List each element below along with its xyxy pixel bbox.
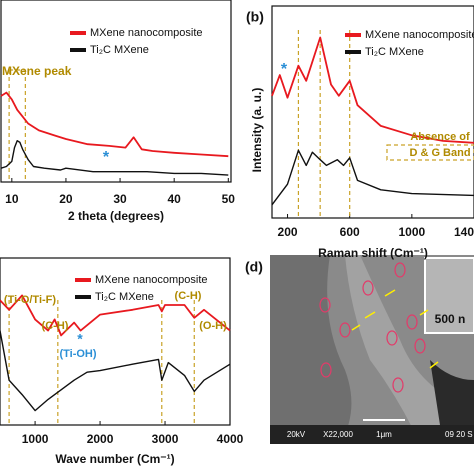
annotation: * [77, 331, 83, 347]
series-line [271, 149, 474, 206]
sem-voltage: 20kV [287, 430, 306, 439]
plot-frame [271, 5, 474, 219]
annotation: D & G Band [409, 147, 470, 159]
x-tick-label: 1000 [398, 225, 425, 239]
sem-code: 09 20 S [445, 430, 473, 439]
plot-frame [0, 257, 231, 426]
panel-label: (b) [246, 9, 264, 25]
x-axis-label: 2 theta (degrees) [68, 209, 164, 223]
sem-image: 500 n 20kV X22,000 1μm 09 20 S (d) [245, 255, 474, 444]
series-line [0, 330, 231, 412]
sem-texture [430, 360, 474, 425]
legend-label: MXene nanocomposite [365, 29, 474, 41]
legend-label: MXene nanocomposite [95, 274, 208, 286]
annotation: (C-H) [175, 290, 202, 302]
annotation: (O-H) [199, 320, 227, 332]
inset-scale-label: 500 n [435, 312, 466, 326]
x-tick-label: 200 [278, 225, 298, 239]
sem-circles [319, 262, 426, 393]
annotation: * [103, 149, 110, 166]
legend-label: MXene nanocomposite [90, 27, 203, 39]
annotation: Absence of [410, 131, 470, 143]
plot-frame [0, 0, 232, 183]
x-tick-label: 2000 [87, 432, 114, 446]
annotation: (C-H) [42, 320, 69, 332]
series-line [0, 294, 231, 337]
annotation: MXene peak [2, 64, 72, 78]
x-tick-label: 50 [222, 192, 236, 206]
series-line [0, 91, 229, 158]
x-tick-label: 140 [454, 225, 474, 239]
x-tick-label: 1000 [22, 432, 49, 446]
x-tick-label: 4000 [217, 432, 244, 446]
x-axis-label: Raman shift (Cm⁻¹) [318, 246, 428, 260]
x-tick-label: 30 [113, 192, 127, 206]
sem-texture [270, 255, 352, 444]
x-tick-label: 10 [5, 192, 19, 206]
annotation: (Ti-O/Ti-F) [4, 294, 56, 306]
sem-magnification: X22,000 [323, 430, 353, 439]
sem-arrows [351, 289, 439, 369]
x-tick-label: 40 [167, 192, 181, 206]
x-tick-label: 600 [340, 225, 360, 239]
legend-label: Ti₂C MXene [365, 46, 424, 58]
sem-info-bar [270, 425, 474, 444]
annotation: * [281, 61, 288, 78]
legend-label: Ti₂C MXene [90, 44, 149, 56]
panel-label: (d) [245, 259, 263, 275]
sem-inset [424, 257, 474, 334]
band-box [386, 144, 474, 161]
y-axis-label: Intensity (a. u.) [250, 88, 264, 173]
series-line [0, 140, 229, 176]
legend-label: Ti₂C MXene [95, 291, 154, 303]
annotation: (Ti-OH) [59, 348, 96, 360]
x-tick-label: 20 [59, 192, 73, 206]
sem-scale-label: 1μm [376, 430, 392, 439]
x-axis-label: Wave number (Cm⁻¹) [55, 452, 174, 466]
x-tick-label: 3000 [152, 432, 179, 446]
series-line [271, 36, 474, 144]
